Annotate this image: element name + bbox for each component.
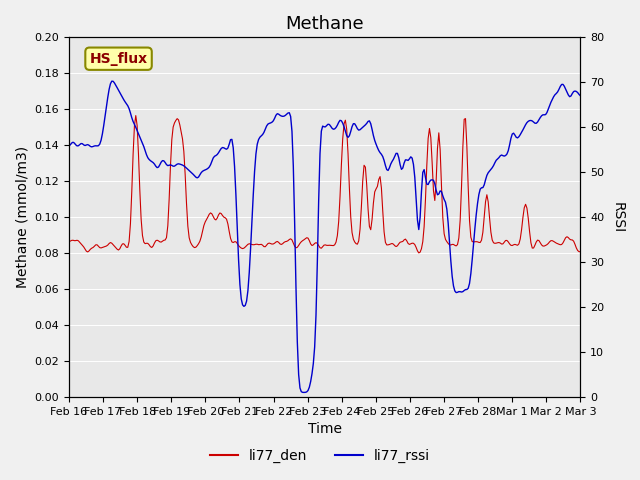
Title: Methane: Methane: [285, 15, 364, 33]
Y-axis label: RSSI: RSSI: [611, 202, 625, 233]
Text: HS_flux: HS_flux: [90, 52, 148, 66]
Y-axis label: Methane (mmol/m3): Methane (mmol/m3): [15, 146, 29, 288]
Legend: li77_den, li77_rssi: li77_den, li77_rssi: [204, 443, 436, 468]
X-axis label: Time: Time: [308, 422, 342, 436]
